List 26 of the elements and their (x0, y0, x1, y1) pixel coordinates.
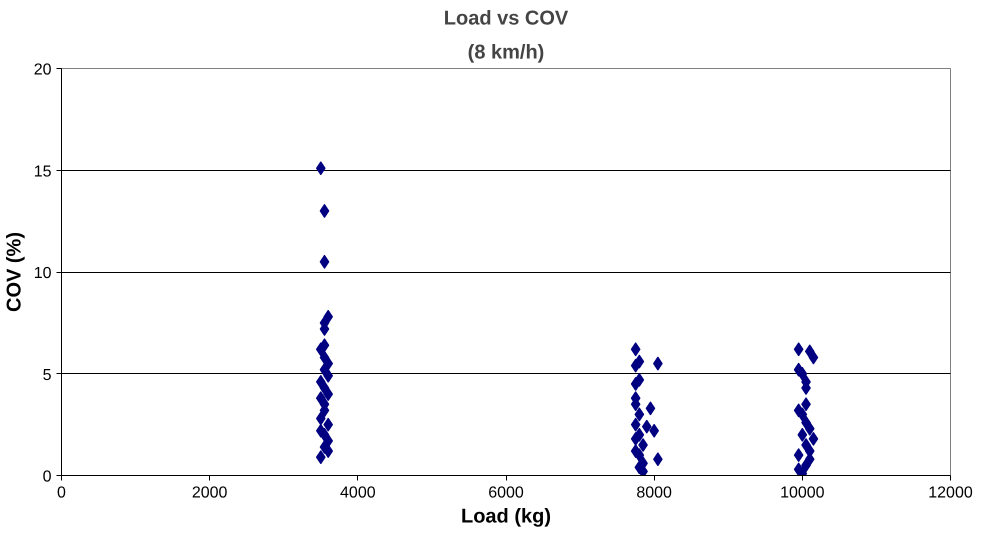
point (316, 161, 326, 176)
y-axis-title: COV (%) (4, 232, 26, 312)
y-tick-label: 10 (34, 265, 52, 282)
x-tick-label: 10000 (780, 484, 825, 502)
point (316, 342, 326, 356)
x-tick-label: 0 (57, 484, 66, 502)
x-tick-label: 12000 (928, 484, 973, 502)
point (323, 368, 334, 383)
x-tick-label: 6000 (488, 484, 524, 502)
x-tick-label: 4000 (340, 484, 376, 502)
point (642, 420, 652, 434)
point (316, 450, 326, 464)
point (323, 387, 334, 402)
point (323, 418, 334, 432)
x-axis-title: Load (kg) (461, 506, 552, 528)
y-tick-label: 5 (42, 366, 52, 384)
y-tick-label: 15 (34, 163, 52, 180)
x-tick-label: 8000 (636, 484, 672, 502)
point (804, 422, 815, 436)
point (316, 412, 326, 426)
point (323, 444, 334, 458)
y-tick-label: 0 (42, 468, 52, 486)
x-tick-label: 2000 (192, 484, 228, 502)
chart-title: Load vs COV (444, 8, 569, 30)
y-tick-label: 20 (34, 62, 52, 78)
chart-subtitle: (8 km/h) (468, 42, 544, 64)
